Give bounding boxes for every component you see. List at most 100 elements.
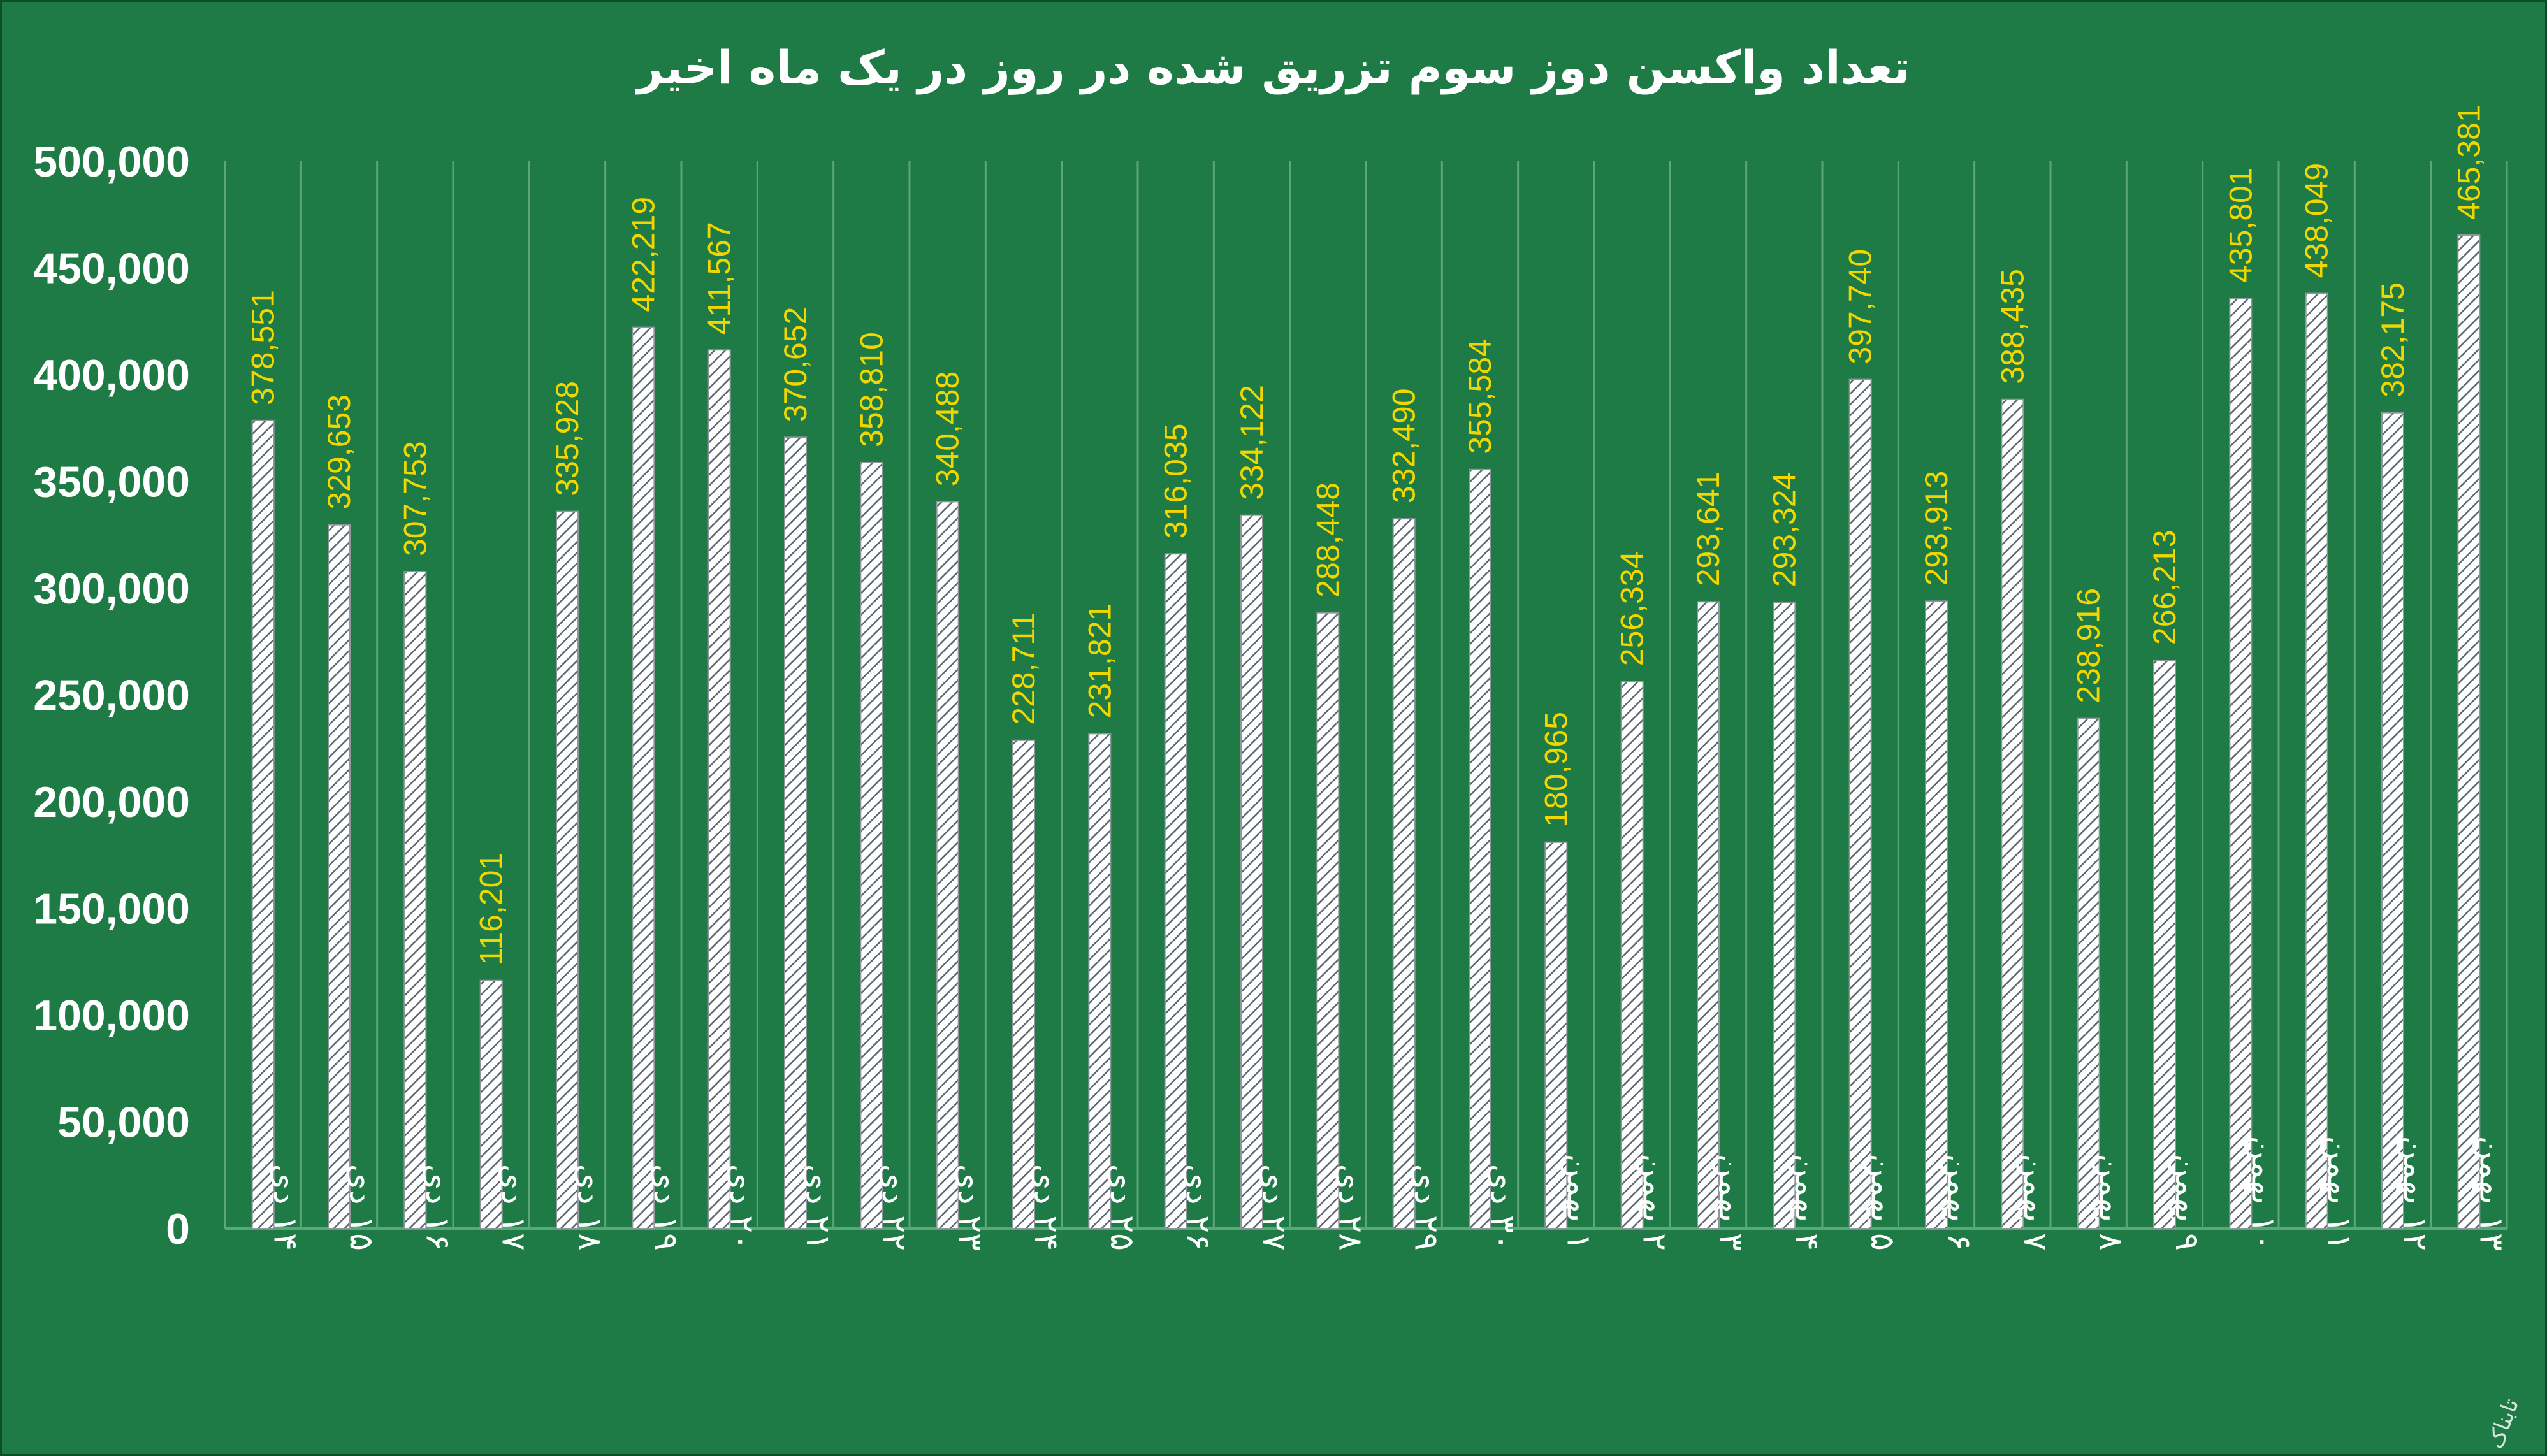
x-tick-label: ۲۸ دی <box>1331 1164 1369 1251</box>
y-tick-label: 150,000 <box>33 885 190 933</box>
data-label: 411,567 <box>702 222 737 335</box>
data-label: 180,965 <box>1538 712 1574 827</box>
x-tick-label: ۲ بهمن <box>1636 1153 1674 1251</box>
bar <box>708 349 731 1229</box>
bar <box>784 436 807 1229</box>
data-label: 329,653 <box>321 394 357 510</box>
data-label: 382,175 <box>2375 282 2411 398</box>
data-label: 288,448 <box>1310 482 1346 598</box>
data-label: 316,035 <box>1158 424 1194 539</box>
x-axis-ticks: ۱۴ دی ۱۵ دی ۱۶ دی ۱۷ دی ۱۸ دی ۱۹ دی ۲۰ دی ۲۱ دی… <box>266 1136 2511 1251</box>
bar <box>1392 518 1416 1230</box>
data-label: 388,435 <box>1994 269 2030 384</box>
data-label: 355,584 <box>1462 339 1498 454</box>
bar <box>403 571 427 1229</box>
data-label: 435,801 <box>2223 168 2258 283</box>
data-label: 293,324 <box>1766 472 1802 587</box>
y-tick-label: 350,000 <box>33 458 190 507</box>
x-tick-label: ۱۲ بهمن <box>2396 1136 2434 1251</box>
bar <box>1240 514 1263 1229</box>
data-label: 266,213 <box>2147 530 2182 645</box>
x-tick-label: ۱۴ دی <box>266 1164 305 1251</box>
data-label: 438,049 <box>2299 163 2335 278</box>
data-label: 335,928 <box>549 381 585 496</box>
bar <box>1012 739 1035 1229</box>
bar <box>860 461 883 1230</box>
data-label: 293,641 <box>1690 472 1726 587</box>
data-label: 307,753 <box>397 441 433 556</box>
data-label: 293,913 <box>1919 471 1954 586</box>
bar <box>251 419 275 1229</box>
x-tick-label: ۲۰ دی <box>723 1164 761 1251</box>
x-tick-label: ۲۲ دی <box>874 1164 913 1251</box>
data-label: 228,711 <box>1006 612 1041 725</box>
bar <box>2001 398 2024 1229</box>
data-label: 465,381 <box>2451 105 2486 220</box>
bar <box>328 524 351 1229</box>
x-tick-label: ۲۳ دی <box>951 1164 989 1251</box>
x-tick-label: ۹ بهمن <box>2168 1153 2206 1251</box>
bar <box>1469 468 1491 1229</box>
bar <box>2457 234 2481 1230</box>
y-tick-label: 500,000 <box>33 138 190 186</box>
y-tick-label: 200,000 <box>33 778 190 826</box>
bar <box>936 501 959 1229</box>
x-tick-label: ۱۶ دی <box>418 1164 456 1251</box>
data-label: 370,652 <box>778 307 813 422</box>
x-tick-label: ۱۸ دی <box>570 1164 609 1251</box>
x-tick-label: ۱۷ دی <box>495 1164 533 1251</box>
bars <box>251 234 2481 1230</box>
bar <box>1925 600 1948 1229</box>
y-tick-label: 250,000 <box>33 672 190 720</box>
gridlines <box>224 161 2508 1230</box>
bar <box>2305 292 2328 1229</box>
x-tick-label: ۱۳ بهمن <box>2472 1136 2510 1251</box>
data-label: 231,821 <box>1082 603 1117 719</box>
x-tick-label: ۳۰ دی <box>1483 1164 1521 1251</box>
x-tick-label: ۲۴ دی <box>1027 1164 1065 1251</box>
bar <box>2229 298 2253 1229</box>
data-labels: 378,551 329,653 307,753 116,201 335,928 422,2… <box>245 105 2487 965</box>
bar <box>1088 733 1112 1229</box>
x-tick-label: ۱۵ دی <box>342 1164 381 1251</box>
x-tick-label: ۲۷ دی <box>1255 1164 1293 1251</box>
x-tick-label: ۱۹ دی <box>646 1164 685 1251</box>
data-label: 238,916 <box>2071 588 2107 703</box>
x-tick-label: ۱۰ بهمن <box>2244 1136 2282 1251</box>
y-tick-label: 50,000 <box>57 1099 190 1147</box>
x-tick-label: ۲۶ دی <box>1179 1164 1217 1251</box>
bar <box>1544 841 1568 1229</box>
bar <box>479 979 503 1230</box>
data-label: 332,490 <box>1386 388 1422 503</box>
bar <box>1848 378 1872 1229</box>
y-tick-label: 300,000 <box>33 565 190 613</box>
y-tick-label: 100,000 <box>33 991 190 1040</box>
chart-title: تعداد واکسن دوز سوم تزریق شده در روز در … <box>635 41 1910 95</box>
bar <box>632 326 655 1229</box>
bar <box>2153 660 2176 1229</box>
y-tick-label: 450,000 <box>33 245 190 293</box>
y-axis-ticks: 0 50,000 100,000 150,000 200,000 250,000 300,0… <box>33 138 190 1253</box>
x-tick-label: ۸ بهمن <box>2092 1153 2130 1251</box>
x-tick-label: ۵ بهمن <box>1864 1153 1902 1251</box>
bar <box>1773 602 1796 1229</box>
bar <box>556 510 579 1229</box>
bar <box>2381 412 2404 1229</box>
data-label: 340,488 <box>930 371 966 487</box>
x-tick-label: ۱ بهمن <box>1559 1153 1597 1251</box>
data-label: 358,810 <box>853 332 889 447</box>
bar <box>1697 601 1720 1229</box>
x-tick-label: ۴ بهمن <box>1787 1153 1825 1251</box>
bar <box>1316 612 1340 1229</box>
x-tick-label: ۲۵ دی <box>1103 1164 1141 1251</box>
x-tick-label: ۲۱ دی <box>799 1164 837 1251</box>
x-tick-label: ۲۹ دی <box>1407 1164 1446 1251</box>
data-label: 334,122 <box>1234 385 1270 500</box>
y-tick-label: 0 <box>166 1205 190 1253</box>
bar <box>1620 681 1644 1229</box>
watermark-logo: تابناک <box>2483 1395 2524 1452</box>
x-tick-label: ۳ بهمن <box>1711 1153 1750 1251</box>
x-tick-label: ۱۱ بهمن <box>2320 1136 2358 1251</box>
